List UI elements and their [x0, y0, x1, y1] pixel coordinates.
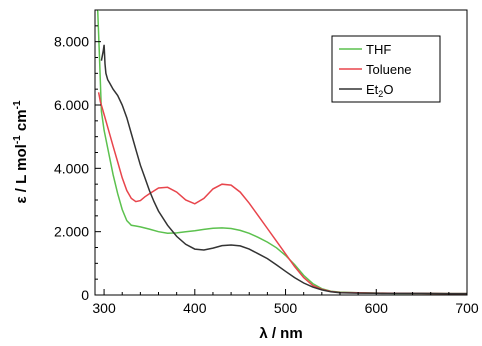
- legend: THF Toluene Et2O: [331, 35, 441, 103]
- series-line-toluene: [97, 92, 467, 295]
- y-tick-label: 2.000: [54, 224, 89, 240]
- legend-label-thf: THF: [366, 42, 391, 57]
- y-tick-label: 8.000: [54, 34, 89, 50]
- x-tick-labels: 300 400 500 600 700: [92, 300, 478, 316]
- y-tick-label: 6.000: [54, 97, 89, 113]
- legend-label-toluene: Toluene: [366, 62, 412, 77]
- y-axis-label-sup1: -1: [12, 135, 23, 144]
- x-tick-label: 300: [92, 300, 116, 316]
- y-tick-labels: 0 2.000 4.000 6.000 8.000: [54, 34, 89, 303]
- x-tick-label: 600: [365, 300, 389, 316]
- series-layer: [96, 9, 467, 295]
- legend-label-et2o-prefix: Et: [366, 82, 379, 97]
- y-axis-label: ε / L mol-1 cm-1: [12, 100, 30, 203]
- x-tick-label: 700: [455, 300, 479, 316]
- x-axis-label: λ / nm: [259, 325, 302, 342]
- y-tick-label: 0: [81, 287, 89, 303]
- y-tick-label: 4.000: [54, 160, 89, 176]
- x-tick-label: 400: [183, 300, 207, 316]
- y-axis-label-sup2: -1: [12, 100, 23, 109]
- series-line-et2o: [100, 44, 467, 295]
- y-axis-label-main: ε / L mol: [13, 144, 30, 203]
- legend-label-et2o-suffix: O: [383, 82, 393, 97]
- x-tick-label: 500: [274, 300, 298, 316]
- legend-label-et2o-sub: 2: [378, 89, 383, 99]
- legend-label-et2o: Et2O: [366, 82, 393, 99]
- y-axis-label-mid: cm: [13, 109, 30, 135]
- tick-layer: [95, 9, 468, 296]
